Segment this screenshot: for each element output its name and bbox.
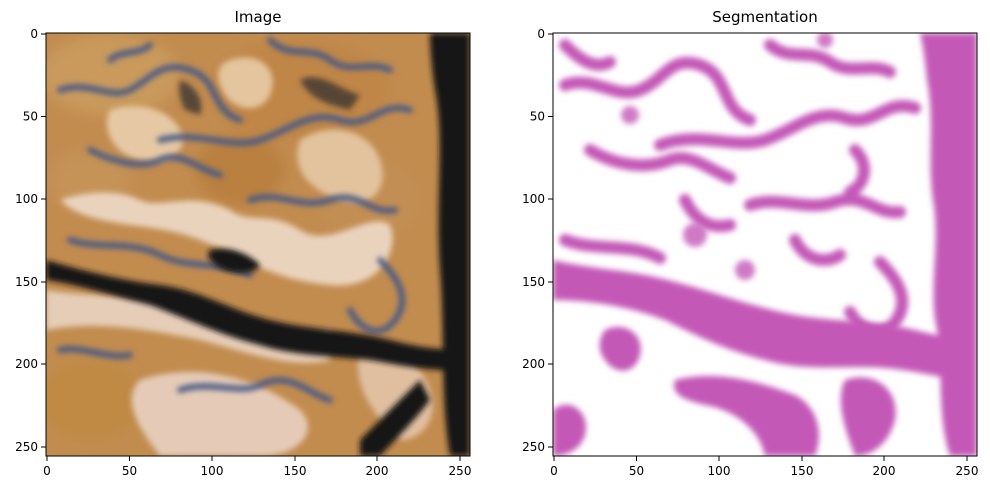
y-tick-label: 100 <box>522 192 545 206</box>
segmentation-plot-frame <box>552 32 978 457</box>
y-tick-label: 150 <box>15 275 38 289</box>
image-panel: Image <box>15 8 471 478</box>
y-tick-label: 0 <box>537 27 545 41</box>
x-tick-label: 0 <box>43 464 51 478</box>
x-tick-label: 200 <box>366 464 389 478</box>
x-tick-label: 0 <box>550 464 558 478</box>
image-panel-title: Image <box>234 8 282 26</box>
segmentation-mask <box>553 33 977 456</box>
y-tick-label: 250 <box>15 440 38 454</box>
y-tick-label: 100 <box>15 192 38 206</box>
x-tick-label: 100 <box>201 464 224 478</box>
x-tick-label: 50 <box>122 464 137 478</box>
x-tick-label: 50 <box>629 464 644 478</box>
x-tick-label: 250 <box>956 464 979 478</box>
y-tick-label: 0 <box>30 27 38 41</box>
x-tick-label: 150 <box>284 464 307 478</box>
segmentation-x-axis: 0 50 100 150 200 250 <box>550 456 978 478</box>
x-tick-label: 200 <box>873 464 896 478</box>
microscopy-image <box>46 33 470 456</box>
image-x-axis: 0 50 100 150 200 250 <box>43 456 471 478</box>
y-tick-label: 200 <box>15 357 38 371</box>
segmentation-y-axis: 0 50 100 150 200 250 <box>522 27 553 454</box>
image-plot: 0 50 100 150 200 250 0 50 100 150 200 25… <box>15 27 471 478</box>
y-tick-label: 250 <box>522 440 545 454</box>
y-tick-label: 50 <box>530 110 545 124</box>
x-tick-label: 250 <box>449 464 472 478</box>
y-tick-label: 200 <box>522 357 545 371</box>
x-tick-label: 100 <box>708 464 731 478</box>
segmentation-panel: Segmentation <box>495 0 990 488</box>
y-tick-label: 150 <box>522 275 545 289</box>
segmentation-plot: 0 50 100 150 200 250 0 50 100 150 200 25… <box>522 27 978 478</box>
segmentation-panel-title: Segmentation <box>712 8 818 26</box>
x-tick-label: 150 <box>791 464 814 478</box>
image-plot-frame <box>45 32 471 457</box>
y-tick-label: 50 <box>23 110 38 124</box>
image-y-axis: 0 50 100 150 200 250 <box>15 27 46 454</box>
